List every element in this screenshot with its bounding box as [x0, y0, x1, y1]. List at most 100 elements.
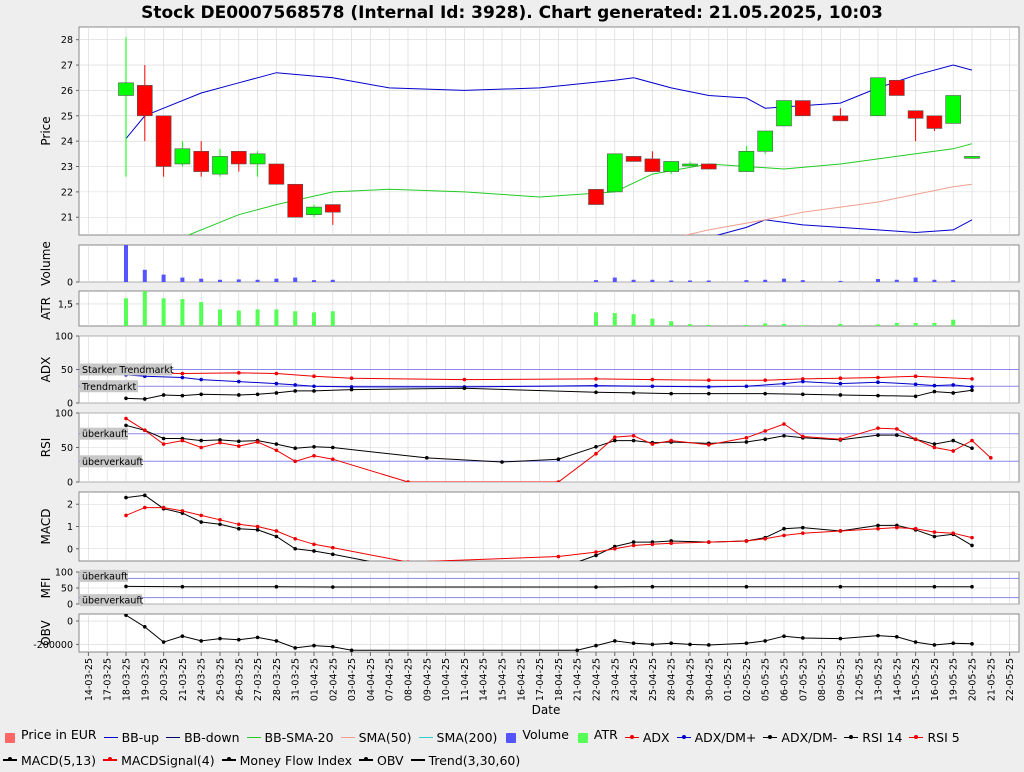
adx-point [838, 376, 843, 381]
candle-body [174, 148, 191, 165]
macd-signal-point [838, 529, 843, 533]
x-tick-label: 10-04-25 [441, 658, 452, 701]
panel-atr: 1,5 ATR [39, 290, 1020, 327]
candle-body [625, 156, 642, 162]
legend-label: Price in EUR [21, 727, 97, 742]
atr-bar [124, 298, 128, 326]
candle-body [606, 153, 623, 193]
macd-signal-point [237, 522, 241, 527]
legend-label: BB-down [184, 730, 240, 745]
atr-bar [913, 323, 918, 326]
obv-point [180, 634, 185, 639]
volume-bar [800, 280, 805, 282]
macd-signal-point [876, 526, 880, 531]
x-tick-label: 16-04-25 [516, 658, 527, 701]
volume-bar [631, 279, 636, 282]
obv-point [801, 636, 805, 640]
rsi14-point [782, 433, 786, 438]
rsi5-point [631, 433, 636, 438]
rsi5-point [613, 435, 617, 439]
macd-signal-point [199, 513, 203, 518]
adx-point [180, 371, 185, 376]
x-tick-label: 25-03-25 [216, 658, 227, 701]
rsi14-point [876, 433, 880, 437]
x-tick-label: 22-05-25 [1005, 658, 1016, 701]
obv-point [913, 640, 918, 644]
rsi-zone-oversold: überverkauft [82, 457, 144, 468]
rsi5 [124, 416, 993, 482]
legend-symbol [3, 754, 17, 766]
macd-point [932, 534, 937, 539]
adx-point [237, 371, 241, 375]
adx-dm-minus-point [312, 389, 316, 393]
rsi5-point [161, 442, 166, 446]
adx-dm-minus-point [237, 393, 241, 397]
y-tick-label-price: 22 [61, 187, 73, 198]
panel-price-frame [78, 26, 1020, 236]
macd-point [218, 522, 222, 527]
rsi5-point [218, 440, 222, 445]
macd-signal-point [801, 531, 805, 535]
legend-item: Price in EUR [3, 724, 97, 745]
macd-point [124, 495, 128, 500]
legend-symbol [103, 732, 118, 744]
rsi14-point [199, 438, 203, 443]
legend-label: ADX/DM- [781, 730, 838, 745]
x-tick-label: 07-04-25 [385, 658, 396, 701]
volume-bar [763, 279, 768, 282]
volume-bar [932, 279, 937, 282]
x-tick-label: 04-04-25 [366, 658, 377, 701]
legend-symbol [676, 732, 691, 744]
macd-signal-point [218, 518, 222, 522]
x-tick-label: 26-03-25 [234, 658, 245, 701]
x-tick-label: 18-03-25 [122, 658, 133, 701]
obv-point [237, 637, 241, 642]
x-tick-label: 19-03-25 [140, 658, 151, 701]
atr-bar [706, 324, 711, 326]
adx-dm-plus-point [274, 381, 279, 386]
obv-point [650, 642, 655, 647]
macd-signal-point [594, 550, 598, 554]
mfi-point [331, 585, 335, 589]
mfi-point [274, 584, 279, 589]
stock-chart: Stock DE0007568578 (Internal Id: 3928). … [33, 3, 1020, 717]
macd-point [557, 567, 561, 571]
macd-point [406, 567, 410, 571]
candle-body [832, 115, 849, 122]
legend-symbol [340, 732, 355, 744]
candles [118, 37, 980, 225]
obv-point [951, 641, 955, 646]
adx-dm-plus-point [650, 384, 655, 389]
rsi5-point [293, 459, 298, 464]
legend-item: BB-SMA-20 [246, 727, 334, 748]
legend-symbol [418, 732, 433, 744]
chart-title: Stock DE0007568578 (Internal Id: 3928). … [141, 3, 883, 23]
mfi-zone-oversold-bg [80, 594, 142, 607]
y-tick-label-obv: 0 [67, 617, 73, 628]
atr-bar [199, 302, 204, 326]
legend-item: OBV [358, 750, 404, 771]
sma50-line [683, 183, 973, 235]
x-tick-label: 30-04-25 [704, 658, 715, 701]
adx-point [707, 378, 711, 383]
volume-bar [894, 279, 899, 282]
y-tick-label-macd: 2 [67, 500, 73, 511]
atr-bar [838, 323, 843, 326]
atr-bar [142, 291, 147, 326]
y-tick-label-volume: 0 [67, 278, 73, 289]
adx-dm-minus-point [707, 391, 711, 396]
chart-legend: Price in EUR BB-up BB-down BB-SMA-20 SMA(50)… [0, 724, 1024, 772]
y-tick-label-price: 24 [61, 137, 73, 148]
obv-point [688, 642, 692, 647]
adx-dm-minus-point [838, 393, 843, 397]
legend-label: ADX [642, 730, 670, 745]
x-tick-label: 16-05-25 [930, 658, 941, 701]
adx-dm-plus [124, 373, 974, 389]
mfi-point [744, 584, 749, 589]
adx-dm-plus-point [951, 383, 955, 387]
rsi14-point [895, 433, 899, 437]
adx-dm-minus-point [932, 389, 937, 394]
rsi14 [124, 423, 974, 464]
rsi5-point [312, 453, 316, 458]
